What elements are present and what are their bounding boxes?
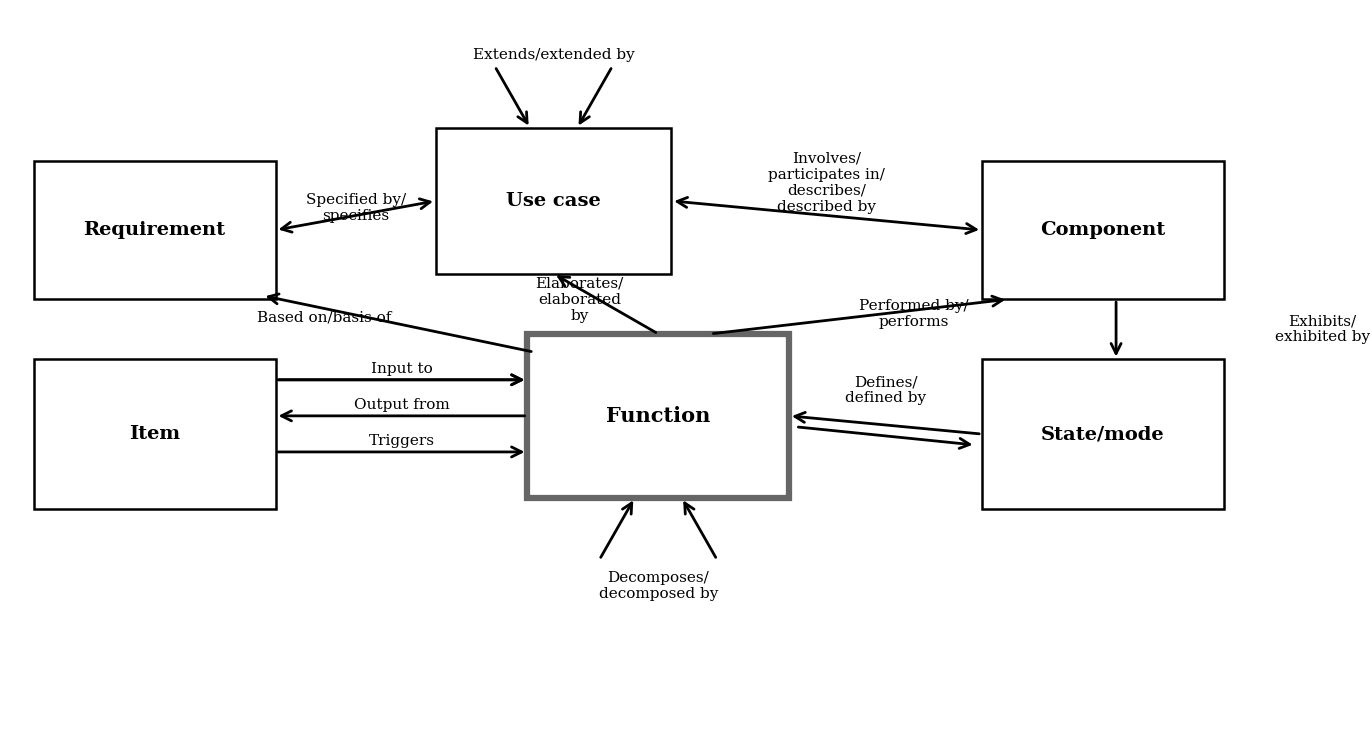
Text: Performed by/
performs: Performed by/ performs	[859, 298, 969, 329]
Text: Function: Function	[606, 406, 711, 426]
Text: Elaborates/
elaborated
by: Elaborates/ elaborated by	[535, 277, 624, 324]
FancyBboxPatch shape	[33, 161, 276, 299]
Text: Triggers: Triggers	[369, 434, 435, 448]
FancyBboxPatch shape	[436, 128, 671, 273]
Text: Component: Component	[1040, 221, 1166, 239]
FancyBboxPatch shape	[527, 334, 789, 497]
Text: Input to: Input to	[370, 362, 432, 376]
Text: Output from: Output from	[354, 398, 450, 412]
Text: Requirement: Requirement	[84, 221, 225, 239]
Text: Involves/
participates in/
describes/
described by: Involves/ participates in/ describes/ de…	[768, 151, 885, 214]
Text: Exhibits/
exhibited by: Exhibits/ exhibited by	[1275, 314, 1369, 344]
Text: Defines/
defined by: Defines/ defined by	[845, 375, 926, 405]
Text: State/mode: State/mode	[1041, 425, 1165, 443]
FancyBboxPatch shape	[982, 161, 1224, 299]
Text: Use case: Use case	[506, 192, 601, 210]
FancyBboxPatch shape	[33, 360, 276, 509]
Text: Extends/extended by: Extends/extended by	[473, 48, 634, 62]
Text: Decomposes/
decomposed by: Decomposes/ decomposed by	[598, 570, 718, 601]
Text: Specified by/
specifies: Specified by/ specifies	[306, 193, 406, 223]
FancyBboxPatch shape	[982, 360, 1224, 509]
Text: Item: Item	[129, 425, 180, 443]
Text: Based on/basis of: Based on/basis of	[258, 310, 392, 324]
